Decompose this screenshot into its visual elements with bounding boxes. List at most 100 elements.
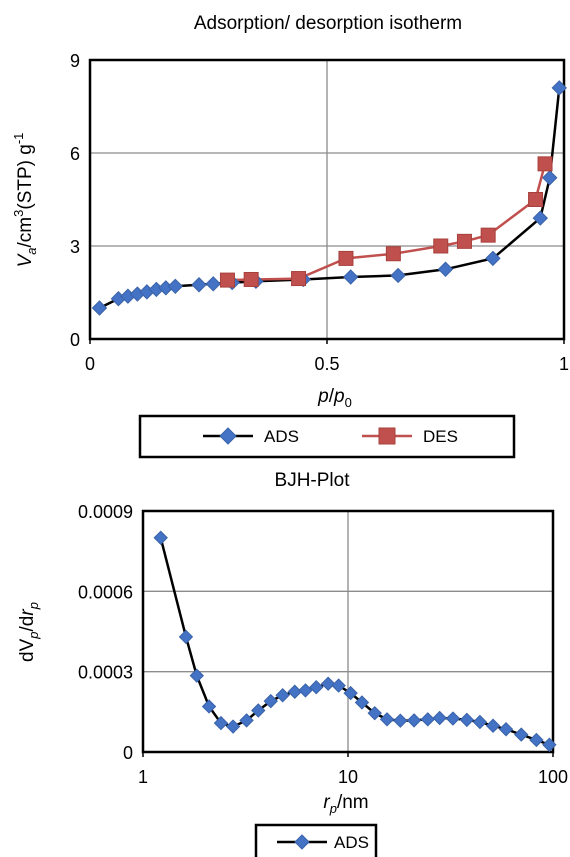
data-point-ads (354, 695, 370, 710)
legend-entry-ads: ADS (277, 833, 369, 852)
data-point-ads (213, 715, 229, 731)
x-tick-labels: 1 10 100 (138, 767, 568, 787)
y-tick-label: 9 (70, 51, 80, 71)
data-point-des (433, 238, 449, 254)
x-tick-label: 0.5 (314, 354, 339, 374)
grid-lines (89, 59, 565, 344)
data-point-ads (191, 277, 207, 293)
legend-marker-ads (219, 427, 237, 445)
series-markers (91, 80, 567, 316)
data-point-ads (379, 712, 395, 727)
data-point-ads (498, 722, 514, 737)
data-point-des (528, 192, 544, 207)
data-point-ads (320, 676, 336, 691)
data-point-des (480, 227, 496, 243)
data-point-des (537, 156, 553, 172)
legend-box (138, 414, 516, 459)
data-point-ads (275, 688, 290, 703)
data-point-ads (263, 693, 278, 709)
series-line-ads (98, 87, 561, 310)
data-point-ads (437, 261, 454, 277)
x-tick-label: 0 (85, 354, 95, 374)
data-point-ads (342, 269, 359, 285)
data-point-ads (432, 710, 447, 726)
y-tick-label: 0.0006 (78, 582, 133, 602)
data-point-ads (459, 712, 475, 728)
data-point-ads (514, 727, 529, 742)
chart-title: BJH-Plot (275, 470, 351, 491)
data-point-ads (485, 250, 501, 267)
data-point-ads (532, 210, 549, 226)
x-tick-label: 1 (559, 354, 569, 374)
y-tick-label: 0.0009 (78, 502, 133, 522)
series-lines (159, 537, 550, 746)
data-point-ads (178, 629, 194, 645)
data-point-ads (287, 684, 302, 699)
y-tick-label: 6 (70, 144, 80, 164)
legend-label-des: DES (423, 427, 458, 446)
data-point-ads (420, 712, 435, 727)
data-point-ads (309, 679, 324, 695)
data-point-ads (485, 718, 501, 733)
legend-label-ads: ADS (264, 427, 299, 446)
data-point-ads (445, 711, 461, 726)
series-line-ads (159, 537, 550, 746)
x-tick-label: 1 (138, 767, 148, 787)
data-point-des (219, 272, 235, 288)
legend-entry-ads: ADS (203, 427, 299, 446)
data-point-ads (189, 668, 205, 683)
grid-lines (142, 510, 554, 757)
y-tick-label: 3 (70, 237, 80, 257)
data-point-ads (529, 732, 544, 748)
data-point-ads (472, 714, 488, 730)
data-point-ads (551, 80, 567, 96)
y-tick-label: 0 (70, 330, 80, 350)
data-point-ads (331, 678, 346, 693)
series-markers (153, 530, 557, 752)
data-point-ads (542, 170, 558, 186)
data-point-ads (205, 276, 221, 292)
x-axis-label: rp/nm (323, 792, 368, 816)
data-point-des (456, 233, 472, 249)
data-point-des (243, 271, 259, 287)
legend-label-ads: ADS (334, 833, 369, 852)
data-point-ads (225, 719, 241, 734)
data-point-ads (153, 530, 168, 545)
x-tick-label: 10 (338, 767, 358, 787)
chart-title: Adsorption/ desorption isotherm (194, 13, 462, 34)
data-point-ads (298, 683, 313, 698)
legend-marker-des (378, 427, 396, 445)
legend-entry-des: DES (362, 427, 458, 446)
data-point-ads (390, 267, 406, 284)
data-point-ads (91, 300, 108, 316)
y-axis-label: Va/cm3(STP) g-1 (11, 133, 39, 268)
y-tick-labels: 0 3 6 9 (70, 51, 80, 350)
y-tick-label: 0.0003 (78, 663, 133, 683)
plot-area-frame (88, 58, 566, 341)
y-tick-label: 0 (123, 743, 133, 763)
data-point-des (291, 271, 307, 287)
plot-area-frame (141, 509, 555, 754)
legend: ADS (254, 823, 378, 857)
x-tick-labels: 0 0.5 1 (85, 354, 569, 374)
data-point-ads (406, 713, 422, 728)
data-point-ads (251, 703, 266, 718)
data-point-ads (542, 737, 557, 752)
y-tick-labels: 0 0.0003 0.0006 0.0009 (78, 502, 133, 763)
data-point-des (385, 246, 401, 262)
data-point-ads (167, 278, 184, 295)
series-line-des (227, 163, 547, 282)
legend: ADS DES (138, 414, 516, 459)
x-tick-label: 100 (538, 767, 568, 787)
data-point-ads (239, 713, 254, 728)
data-point-ads (393, 713, 408, 728)
data-point-ads (343, 685, 358, 701)
y-axis-label: dVp/drp (17, 602, 41, 662)
series-lines (98, 87, 561, 310)
data-point-ads (201, 699, 217, 714)
x-axis-label: p/p0 (317, 386, 352, 410)
data-point-des (338, 250, 354, 266)
data-point-ads (367, 705, 382, 721)
legend-marker-ads (294, 834, 310, 850)
